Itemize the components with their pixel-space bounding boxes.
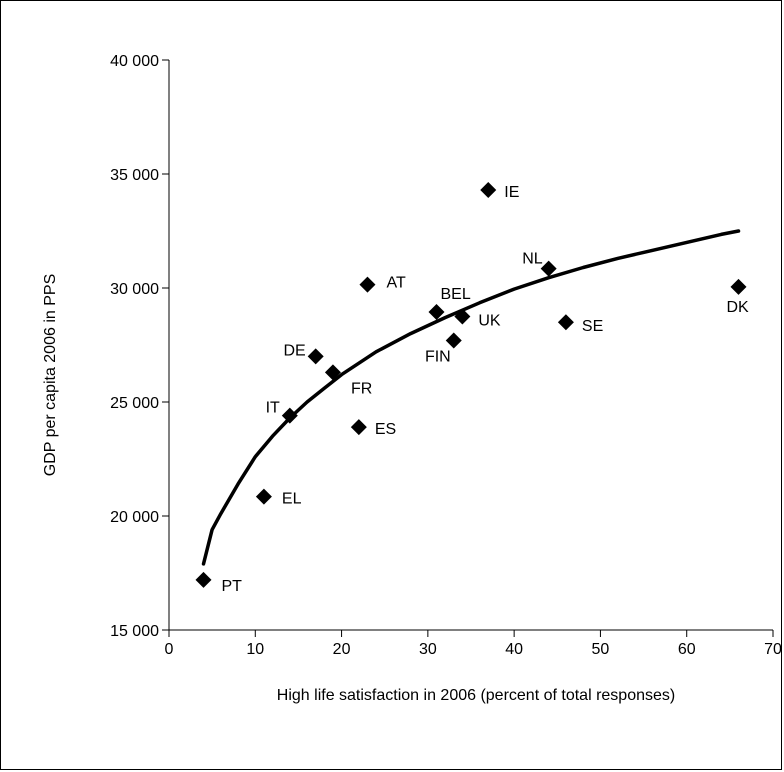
y-tick-label: 20 000 xyxy=(110,509,159,526)
x-tick-label: 40 xyxy=(505,641,523,658)
x-tick-label: 20 xyxy=(333,641,351,658)
x-tick-label: 50 xyxy=(592,641,610,658)
y-tick-label: 25 000 xyxy=(110,395,159,412)
x-tick-label: 70 xyxy=(764,641,782,658)
point-label-at: AT xyxy=(386,275,405,292)
x-tick-label: 10 xyxy=(246,641,264,658)
y-tick-label: 30 000 xyxy=(110,281,159,298)
data-point-nl xyxy=(540,260,557,277)
point-label-el: EL xyxy=(282,491,302,508)
data-point-fr xyxy=(324,364,341,381)
trendline xyxy=(201,229,741,566)
point-label-it: IT xyxy=(266,400,280,417)
y-tick-label: 40 000 xyxy=(110,53,159,70)
trendline-layer xyxy=(201,229,741,566)
point-label-es: ES xyxy=(375,421,396,438)
point-label-bel: BEL xyxy=(440,286,470,303)
data-point-pt xyxy=(195,571,212,588)
y-tick-label: 15 000 xyxy=(110,623,159,640)
axes xyxy=(168,60,773,631)
point-label-fr: FR xyxy=(351,380,372,397)
point-labels-layer: PT EL IT ES DE FR AT BEL FIN UK IE NL SE DK xyxy=(222,184,750,595)
x-tick-label: 60 xyxy=(678,641,696,658)
point-label-se: SE xyxy=(582,318,603,335)
data-point-bel xyxy=(428,303,445,320)
point-label-pt: PT xyxy=(222,578,243,595)
data-point-it xyxy=(281,407,298,424)
point-label-uk: UK xyxy=(478,313,501,330)
data-point-el xyxy=(255,488,272,505)
data-point-dk xyxy=(730,278,747,295)
data-point-se xyxy=(557,314,574,331)
data-point-es xyxy=(350,419,367,436)
y-axis-title: GDP per capita 2006 in PPS xyxy=(42,274,59,477)
point-label-de: DE xyxy=(283,342,305,359)
point-label-nl: NL xyxy=(522,251,543,268)
point-label-dk: DK xyxy=(726,299,749,316)
data-point-ie xyxy=(480,181,497,198)
data-point-uk xyxy=(454,308,471,325)
ticks: 15 000 20 000 25 000 30 000 35 000 40 000 0 10 2… xyxy=(110,53,782,658)
data-point-de xyxy=(307,348,324,365)
point-label-fin: FIN xyxy=(425,348,451,365)
x-axis-title: High life satisfaction in 2006 (percent … xyxy=(277,687,675,704)
x-tick-label: 30 xyxy=(419,641,437,658)
data-point-at xyxy=(359,276,376,293)
x-tick-label: 0 xyxy=(165,641,174,658)
data-point-fin xyxy=(445,332,462,349)
point-label-ie: IE xyxy=(504,184,519,201)
y-tick-label: 35 000 xyxy=(110,167,159,184)
points-layer xyxy=(195,181,747,588)
